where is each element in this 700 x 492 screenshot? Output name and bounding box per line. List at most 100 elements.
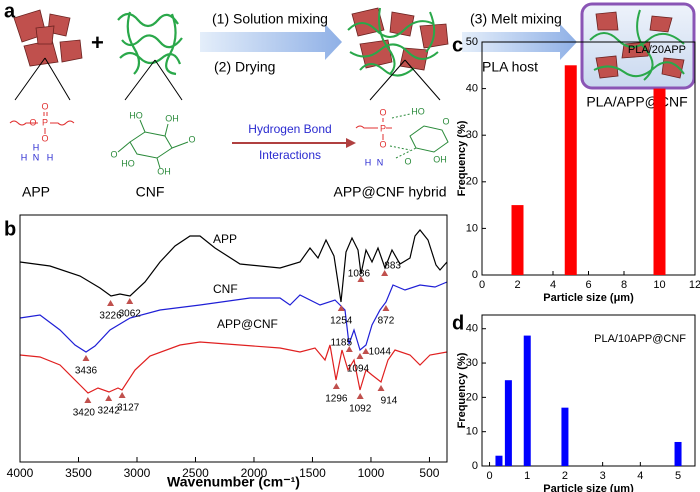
- y-tick-label: 40: [466, 323, 478, 335]
- series-label: APP@CNF: [217, 317, 278, 331]
- peak-marker: [377, 385, 385, 391]
- y-tick-label: 30: [466, 129, 478, 141]
- plus: +: [91, 30, 104, 55]
- peak-label: 883: [384, 261, 401, 272]
- annotation: PLA/20APP: [628, 44, 686, 56]
- atom: N: [377, 157, 384, 167]
- peak-label: 1296: [325, 394, 348, 405]
- panel-letter: a: [4, 0, 16, 22]
- annotation: PLA/10APP@CNF: [594, 333, 686, 345]
- peak-marker: [332, 383, 340, 389]
- h-bonds: [389, 113, 417, 159]
- step: (2) Drying: [214, 59, 275, 75]
- panel-letter: d: [452, 312, 464, 334]
- atom: OH: [165, 113, 179, 123]
- peak-marker: [345, 346, 353, 352]
- y-tick-label: 10: [466, 426, 478, 438]
- x-tick-label: 10: [653, 279, 665, 291]
- atom: O: [379, 107, 386, 117]
- plot-frame: [19, 214, 448, 463]
- peak-marker: [126, 298, 134, 304]
- panel-letter: b: [4, 218, 16, 240]
- peak-marker: [84, 397, 92, 403]
- peak-marker: [118, 392, 126, 398]
- cnf-fibers: [117, 11, 183, 76]
- peak-marker: [107, 300, 115, 306]
- bar: [511, 205, 524, 275]
- atom: P: [380, 123, 386, 133]
- atom: OH: [433, 154, 447, 164]
- x-tick-label: 0: [486, 470, 492, 482]
- atom: O: [41, 133, 48, 143]
- panel-letter: c: [452, 34, 463, 56]
- cnf-ring: [129, 131, 173, 159]
- x-axis-title: Particle size (μm): [543, 483, 634, 492]
- composite-particles: [595, 11, 685, 79]
- peak-label: 1086: [348, 269, 371, 280]
- atom: HO: [411, 106, 425, 116]
- atom: OH: [157, 166, 171, 176]
- scheme: a + (1) Solution mixing (2) Drying (3) M…: [4, 0, 696, 200]
- y-tick-label: 0: [472, 460, 478, 472]
- component-label: PLA/APP@CNF: [586, 94, 687, 110]
- peak-label: 1094: [347, 364, 370, 375]
- hybrid-ring: [409, 125, 449, 153]
- peak-label: 3420: [73, 408, 96, 419]
- y-tick-label: 30: [466, 357, 478, 369]
- x-tick-label: 4: [637, 470, 643, 482]
- peak-marker: [356, 353, 364, 359]
- step: (3) Melt mixing: [470, 11, 562, 27]
- bar: [561, 407, 569, 466]
- atom: HO: [129, 110, 143, 120]
- peak-label: 1185: [331, 338, 353, 349]
- x-tick-label: 500: [419, 466, 439, 480]
- peak-label: 1044: [369, 347, 392, 358]
- bar: [495, 455, 503, 466]
- x-tick-label: 3500: [65, 466, 92, 480]
- x-axis-title: Particle size (μm): [543, 292, 634, 304]
- cnf-bonds: [117, 119, 189, 169]
- peak-marker: [362, 348, 370, 354]
- x-tick-label: 2: [562, 470, 568, 482]
- atom: O: [29, 117, 36, 127]
- spectrum-curve: [19, 341, 448, 394]
- step: PLA host: [482, 59, 538, 75]
- bar: [653, 88, 666, 275]
- peak-marker: [381, 270, 389, 276]
- atom: O: [110, 149, 117, 159]
- peak-marker: [357, 276, 365, 282]
- component-label: CNF: [136, 184, 165, 200]
- peak-marker: [356, 393, 364, 399]
- x-tick-label: 1: [524, 470, 530, 482]
- hybrid-bonds: [355, 118, 392, 140]
- spectrum-curve: [19, 281, 448, 353]
- peak-marker: [82, 355, 90, 361]
- peak-label: 3062: [119, 309, 142, 320]
- atom: O: [404, 156, 411, 166]
- spectrum-curve: [19, 229, 448, 303]
- atom: H: [33, 142, 40, 152]
- atom: O: [442, 116, 449, 126]
- x-tick-label: 4: [550, 279, 556, 291]
- atom: N: [33, 152, 40, 162]
- interaction-label: Interactions: [259, 148, 321, 162]
- app-particles: [13, 9, 83, 67]
- bar: [674, 441, 682, 466]
- x-tick-label: 2: [514, 279, 520, 291]
- x-tick-label: 2500: [182, 466, 209, 480]
- atom: H: [47, 152, 54, 162]
- interaction-label: Hydrogen Bond: [248, 122, 331, 136]
- component-label: APP@CNF hybrid: [333, 184, 446, 200]
- component-label: APP: [22, 184, 50, 200]
- x-tick-label: 8: [621, 279, 627, 291]
- x-tick-label: 3000: [124, 466, 151, 480]
- peak-label: 1092: [349, 404, 372, 415]
- y-axis-title: Frequency (%): [456, 352, 468, 428]
- x-axis-title: Wavenumber (cm⁻¹): [167, 474, 300, 490]
- hybrid-fibers: [347, 7, 439, 77]
- x-tick-label: 1500: [299, 466, 326, 480]
- peak-label: 914: [381, 396, 398, 407]
- y-tick-label: 50: [466, 36, 478, 48]
- x-tick-label: 1000: [358, 466, 385, 480]
